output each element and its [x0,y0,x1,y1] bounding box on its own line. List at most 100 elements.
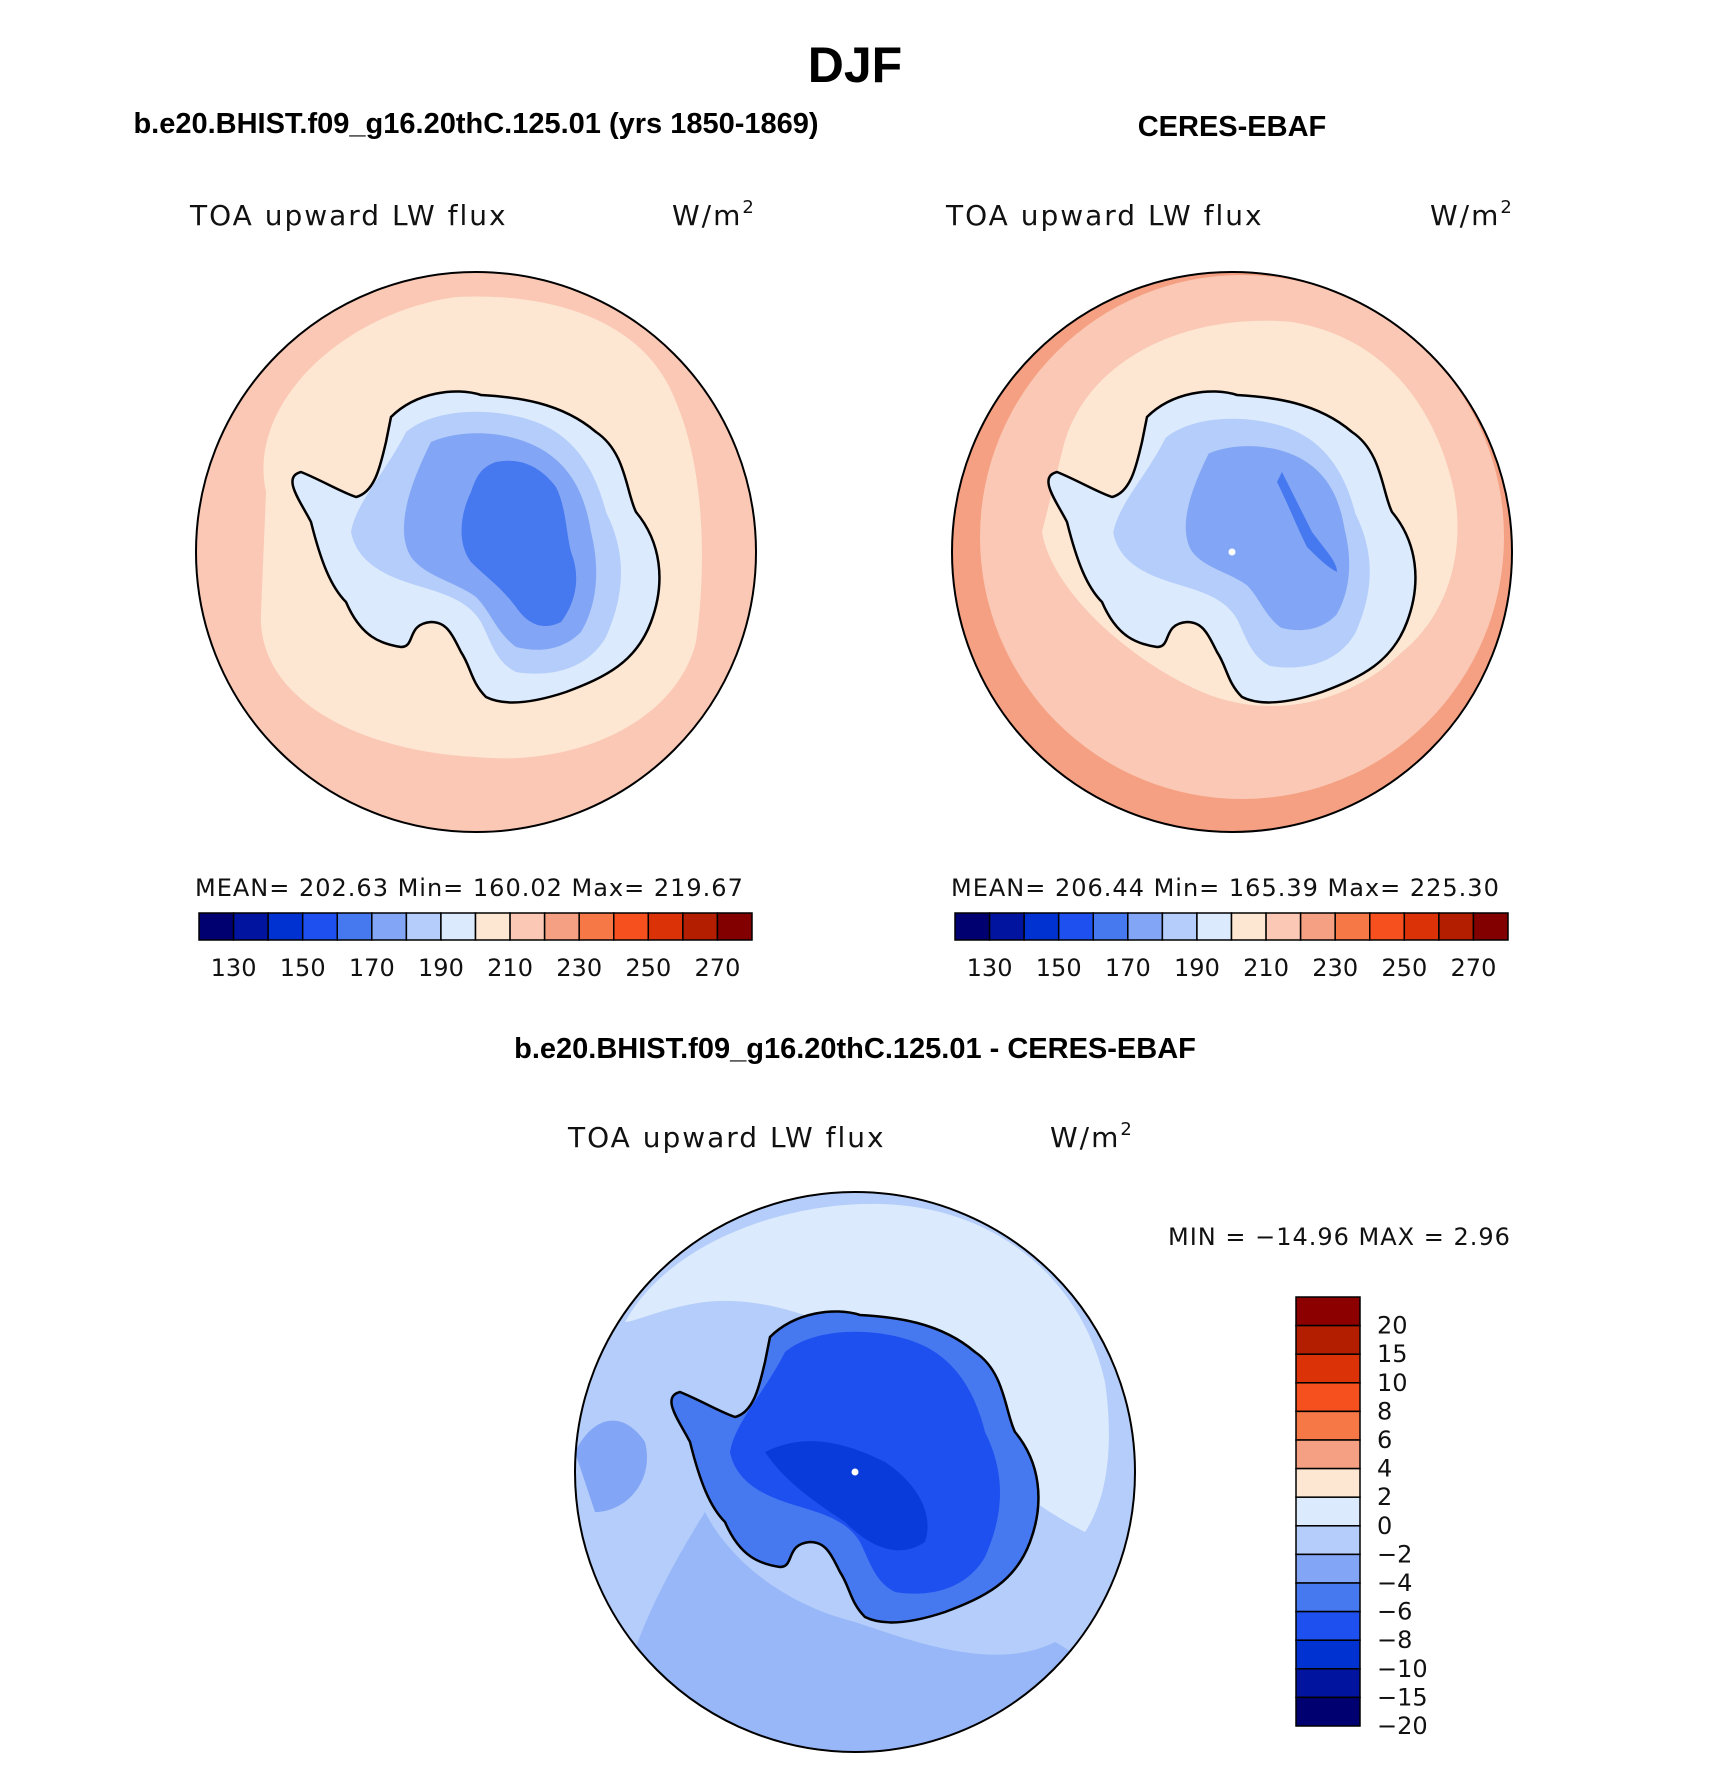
diff-ocean-mid-fill [620,1512,1100,1752]
obs-colorbar-cell [1265,912,1302,941]
diff-colorbar-cell [1295,1353,1361,1384]
model-panel: b.e20.BHIST.f09_g16.20thC.125.01 (yrs 18… [133,108,818,982]
diff-ocean-dark-patch [575,1420,647,1512]
diff-variable-label: TOA upward LW flux [567,1121,886,1154]
model-colorbar-cell [440,912,477,941]
diff-colorbar-cell [1295,1639,1361,1670]
obs-panel: CERES-EBAF TOA upward LW flux W/m2 MEAN=… [945,111,1514,982]
obs-colorbar-cell [1127,912,1164,941]
diff-colorbar-tick-label: −4 [1377,1569,1412,1597]
obs-polar-map [951,271,1513,833]
diff-colorbar-tick-label: −15 [1377,1683,1428,1711]
diff-colorbar-cell [1295,1324,1361,1355]
model-colorbar-cell [267,912,304,941]
model-colorbar-cell [716,912,753,941]
diff-deep-core-fill [765,1441,928,1551]
diff-colorbar-tick-label: 10 [1377,1369,1408,1397]
diff-stats: MIN = −14.96 MAX = 2.96 [1168,1223,1511,1251]
diff-colorbar-tick-label: 6 [1377,1426,1392,1454]
obs-map-border [951,271,1513,833]
diff-colorbar-cell [1295,1582,1361,1613]
model-colorbar-cell [613,912,650,941]
obs-colorbar-cell [1403,912,1440,941]
diff-colorbar-tick-label: −6 [1377,1598,1412,1626]
obs-colorbar-tick-label: 150 [1036,954,1082,982]
model-colorbar: 130 150 170 190 210 230 250 270 [198,912,753,982]
model-colorbar-cell [371,912,408,941]
diff-colorbar-cell [1295,1696,1361,1727]
season-title: DJF [808,37,902,93]
obs-colorbar-cell [1334,912,1371,941]
obs-colorbar-tick-label: 170 [1105,954,1151,982]
model-colorbar-tick-label: 230 [556,954,602,982]
obs-units-label: W/m2 [1430,197,1514,232]
diff-colorbar-tick-label: 15 [1377,1340,1408,1368]
obs-colorbar-cell [1057,912,1094,941]
obs-colorbar-cell [1472,912,1509,941]
model-colorbar-cell [474,912,511,941]
obs-variable-label: TOA upward LW flux [945,199,1264,232]
obs-pole-dot [1228,548,1236,556]
obs-land-core-fill [1277,472,1337,572]
model-colorbar-cell [509,912,546,941]
model-map-border [195,271,757,833]
model-stats: MEAN= 202.63 Min= 160.02 Max= 219.67 [195,874,744,902]
obs-panel-heading: CERES-EBAF [1138,111,1327,143]
diff-colorbar-cell [1295,1553,1361,1584]
diff-colorbar-tick-label: 0 [1377,1512,1392,1540]
diff-colorbar-tick-label: 4 [1377,1455,1392,1483]
obs-colorbar-tick-label: 130 [967,954,1013,982]
model-colorbar-cell [301,912,338,941]
obs-colorbar-cell [1161,912,1198,941]
diff-colorbar-cell [1295,1496,1361,1527]
model-colorbar-cell [647,912,684,941]
diff-colorbar-tick-label: −8 [1377,1626,1412,1654]
model-colorbar-tick-label: 250 [625,954,671,982]
obs-stats: MEAN= 206.44 Min= 165.39 Max= 225.30 [951,874,1500,902]
obs-colorbar-cell [954,912,991,941]
model-units-label: W/m2 [672,197,756,232]
obs-colorbar-cell [1230,912,1267,941]
model-colorbar-tick-label: 170 [349,954,395,982]
diff-colorbar-tick-label: −10 [1377,1655,1428,1683]
diff-colorbar-tick-label: 20 [1377,1312,1408,1340]
obs-colorbar-tick-label: 250 [1381,954,1427,982]
diff-colorbar-cell [1295,1439,1361,1470]
obs-colorbar-cell [1196,912,1233,941]
obs-colorbar-tick-label: 210 [1243,954,1289,982]
model-colorbar-cell [336,912,373,941]
obs-colorbar-tick-label: 270 [1451,954,1497,982]
model-colorbar-cell [405,912,442,941]
model-colorbar-tick-label: 130 [211,954,257,982]
model-colorbar-cell [578,912,615,941]
diff-colorbar-tick-label: 8 [1377,1397,1392,1425]
obs-colorbar-cell [1023,912,1060,941]
diff-colorbar-cell [1295,1610,1361,1641]
model-panel-heading: b.e20.BHIST.f09_g16.20thC.125.01 (yrs 18… [133,108,818,140]
model-polar-map [195,271,757,833]
obs-colorbar-cell [1438,912,1475,941]
obs-colorbar: 130 150 170 190 210 230 250 270 [954,912,1509,982]
model-colorbar-cell [543,912,580,941]
diff-colorbar-cell [1295,1668,1361,1699]
diff-panel: b.e20.BHIST.f09_g16.20thC.125.01 - CERES… [514,1033,1511,1753]
diff-colorbar-tick-label: −2 [1377,1540,1412,1568]
diff-colorbar-cell [1295,1410,1361,1441]
diff-colorbar-cell [1295,1467,1361,1498]
diff-units-label: W/m2 [1050,1119,1134,1154]
diff-panel-heading: b.e20.BHIST.f09_g16.20thC.125.01 - CERES… [514,1033,1196,1065]
obs-colorbar-cell [988,912,1025,941]
obs-colorbar-tick-label: 230 [1312,954,1358,982]
diff-colorbar-tick-label: −20 [1377,1712,1428,1740]
diff-polar-map [574,1191,1136,1753]
model-colorbar-cell [682,912,719,941]
diff-pole-dot [851,1468,859,1476]
obs-colorbar-cell [1369,912,1406,941]
diff-colorbar-cell [1295,1382,1361,1413]
obs-colorbar-cell [1299,912,1336,941]
diff-colorbar-cell [1295,1296,1361,1327]
model-colorbar-cell [232,912,269,941]
model-colorbar-tick-label: 150 [280,954,326,982]
